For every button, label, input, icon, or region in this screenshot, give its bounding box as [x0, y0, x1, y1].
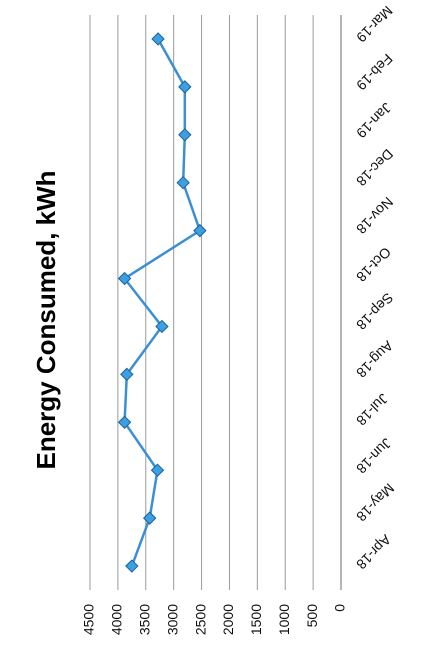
- value-tick-label: 2000: [220, 604, 236, 635]
- series-markers: [117, 32, 207, 573]
- data-point-marker: [193, 223, 207, 238]
- value-tick-label: 0: [332, 604, 348, 612]
- category-tick-label: Apr-18: [353, 532, 394, 573]
- data-point-marker: [117, 415, 132, 429]
- gridlines: [89, 15, 314, 590]
- value-tick-label: 1500: [248, 604, 264, 635]
- value-tick-label: 3500: [136, 604, 152, 635]
- value-tick-label: 4500: [81, 604, 97, 635]
- category-tick-label: Aug-18: [353, 338, 396, 381]
- chart-title: Energy Consumed, kWh: [31, 170, 61, 469]
- data-point-marker: [151, 32, 165, 46]
- data-point-marker: [125, 559, 139, 573]
- data-point-marker: [176, 176, 190, 190]
- category-tick-label: Feb-19: [353, 51, 396, 94]
- data-point-marker: [117, 271, 132, 286]
- data-point-marker: [178, 128, 192, 142]
- category-tick-label: Nov-18: [353, 194, 396, 237]
- data-point-marker: [120, 367, 134, 382]
- category-tick-label: Sep-18: [353, 290, 396, 333]
- category-tick-label: May-18: [353, 480, 397, 524]
- value-tick-labels: 0 500 1000 1500 2000 2500 3000 3500 4000 4500: [81, 604, 348, 635]
- category-tick-label: Jul-18: [353, 391, 391, 429]
- data-point-marker: [150, 463, 165, 477]
- value-tick-label: 4000: [109, 604, 125, 635]
- data-point-marker: [155, 319, 169, 334]
- category-tick-label: Jun-18: [353, 435, 395, 477]
- value-tick-label: 3000: [164, 604, 180, 635]
- series-line: [122, 38, 202, 567]
- value-tick-label: 2500: [192, 604, 208, 635]
- category-tick-label: Mar-19: [353, 3, 396, 46]
- category-tick-label: Dec-18: [353, 146, 396, 189]
- data-point-marker: [142, 511, 157, 525]
- category-tick-label: Jan-19: [353, 100, 395, 142]
- value-tick-label: 500: [304, 604, 320, 628]
- value-tick-label: 1000: [276, 604, 292, 635]
- category-tick-label: Oct-18: [353, 244, 394, 285]
- data-point-marker: [178, 80, 192, 94]
